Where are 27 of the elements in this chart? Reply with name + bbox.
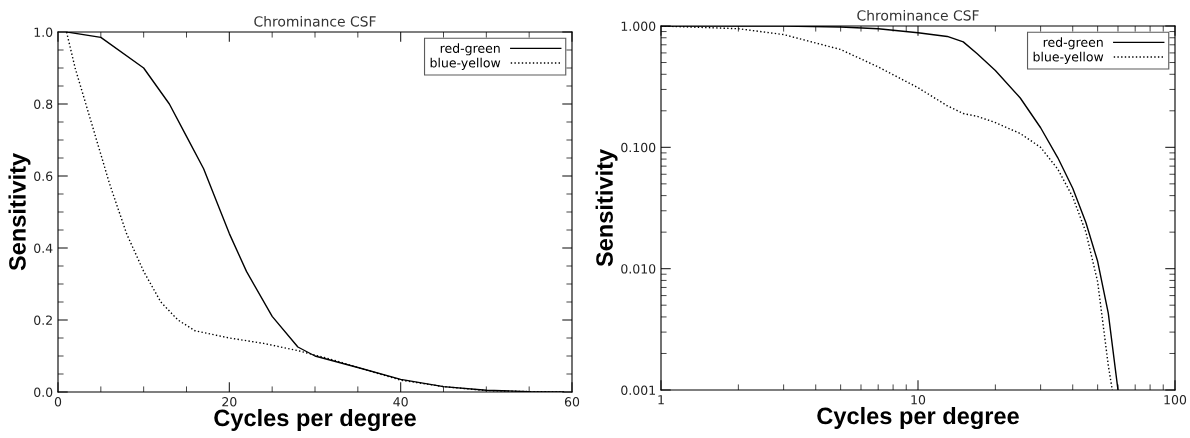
y-tick-label: 0.100: [621, 142, 656, 153]
y-tick-label: 0.4: [34, 243, 53, 253]
x-tick-label: 60: [564, 397, 580, 407]
y-tick-label: 0.001: [621, 385, 655, 395]
y-axis-title: Sensitivity: [8, 153, 31, 271]
x-tick-label: 0: [54, 397, 62, 407]
y-tick-label: 1.0: [34, 27, 53, 37]
x-tick-label: 1: [658, 395, 664, 405]
y-tick-label: 1.000: [621, 21, 656, 31]
y-tick-label: 0.2: [34, 315, 52, 325]
legend-label: blue-yellow: [430, 57, 501, 70]
x-axis-title: Cycles per degree: [817, 406, 1019, 430]
y-tick-label: 0.6: [34, 171, 53, 181]
y-axis-title: Sensitivity: [595, 149, 618, 267]
x-tick-label: 10: [911, 395, 926, 405]
y-tick-label: 0.8: [34, 99, 53, 109]
chart-title: Chrominance CSF: [254, 15, 376, 27]
y-tick-label: 0.010: [621, 264, 656, 274]
legend-label: red-green: [440, 43, 500, 56]
chart-title: Chrominance CSF: [857, 9, 979, 21]
x-tick-label: 40: [393, 397, 408, 407]
legend-label: blue-yellow: [1033, 51, 1104, 64]
y-tick-label: 0.0: [34, 387, 53, 397]
x-tick-label: 100: [1164, 395, 1187, 405]
x-axis-title: Cycles per degree: [214, 408, 416, 432]
legend-label: red-green: [1043, 37, 1103, 50]
x-tick-label: 20: [222, 397, 237, 407]
